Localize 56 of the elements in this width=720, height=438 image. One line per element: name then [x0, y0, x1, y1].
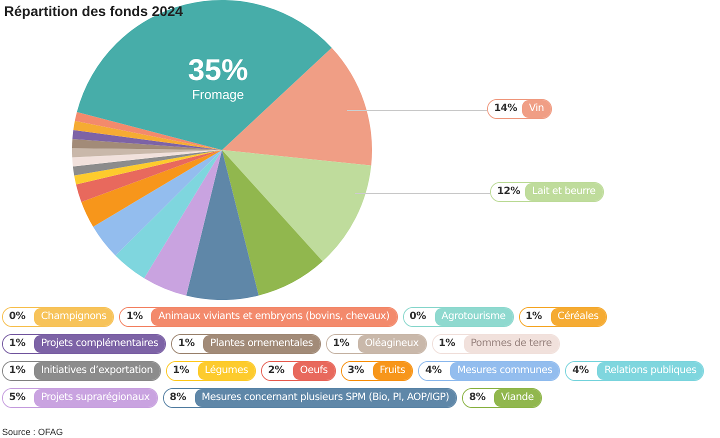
data-label: 8%: [463, 389, 494, 407]
data-label: 4%: [566, 362, 598, 380]
pie-slice: [144, 150, 222, 296]
data-label: 1%: [172, 335, 204, 353]
pie-slice: [186, 150, 259, 300]
data-label: 2%: [262, 362, 294, 380]
data-label: 35%: [186, 54, 250, 87]
data-label: 1%: [3, 362, 34, 380]
text: 0%: [410, 311, 426, 322]
pie-slice: [74, 112, 222, 150]
pie-slice: [73, 120, 222, 150]
pie-slice: [74, 150, 222, 184]
legend-label: Agrotourisme: [442, 311, 506, 322]
legend-label: Oeufs: [300, 365, 328, 376]
data-label: 1%: [3, 335, 34, 353]
slice-label: Fromage: [190, 87, 246, 102]
data-label: 12%: [491, 183, 526, 201]
pie-slice: [115, 150, 222, 278]
data-label: 1%: [520, 308, 551, 326]
legend-label: Initiatives d’exportation: [41, 365, 153, 376]
pie-slice: [72, 150, 222, 176]
legend-label: Plantes ornementales: [210, 338, 313, 349]
legend-label: Viande: [501, 392, 534, 403]
pie-slice: [72, 130, 222, 150]
data-label: 1%: [120, 308, 152, 326]
pie-slice: [222, 150, 323, 296]
legend-label: Vin: [529, 103, 544, 114]
pie-slice: [72, 150, 222, 166]
pie-slice: [93, 150, 222, 256]
legend-label: Projets complémentaires: [41, 338, 158, 349]
legend-label: Projets suprarégionaux: [41, 392, 150, 403]
legend-label: Pommes de terre: [470, 338, 552, 349]
data-label: 4%: [419, 362, 450, 380]
legend-label: Champignons: [41, 311, 106, 322]
data-label: 1%: [432, 335, 464, 353]
data-label: 1%: [326, 335, 358, 353]
pie-slice: [81, 150, 222, 227]
pie-slice: [76, 150, 222, 202]
data-label: 5%: [3, 389, 34, 407]
source-note: Source : OFAG: [2, 427, 64, 437]
legend-label: Légumes: [204, 365, 248, 376]
legend-label: Relations publiques: [604, 365, 696, 376]
pie-slice: [76, 0, 332, 150]
data-label: 8%: [164, 389, 195, 407]
legend-label: Animaux viviants et embryons (bovins, chevaux): [158, 311, 390, 322]
data-label: 14%: [488, 100, 522, 118]
data-label: 1%: [166, 362, 198, 380]
data-label: 3%: [342, 362, 373, 380]
legend-label: Mesures communes: [457, 365, 552, 376]
pie-slice: [222, 150, 372, 262]
legend-label: Lait et beurre: [532, 186, 596, 197]
legend-label: Céréales: [558, 311, 599, 322]
legend-label: Fruits: [380, 365, 406, 376]
legend-label: Mesures concernant plusieurs SPM (Bio, PI, AOP/IGP): [202, 392, 450, 403]
text: 0%: [9, 311, 26, 322]
legend-label: Oléagineux: [364, 338, 419, 349]
